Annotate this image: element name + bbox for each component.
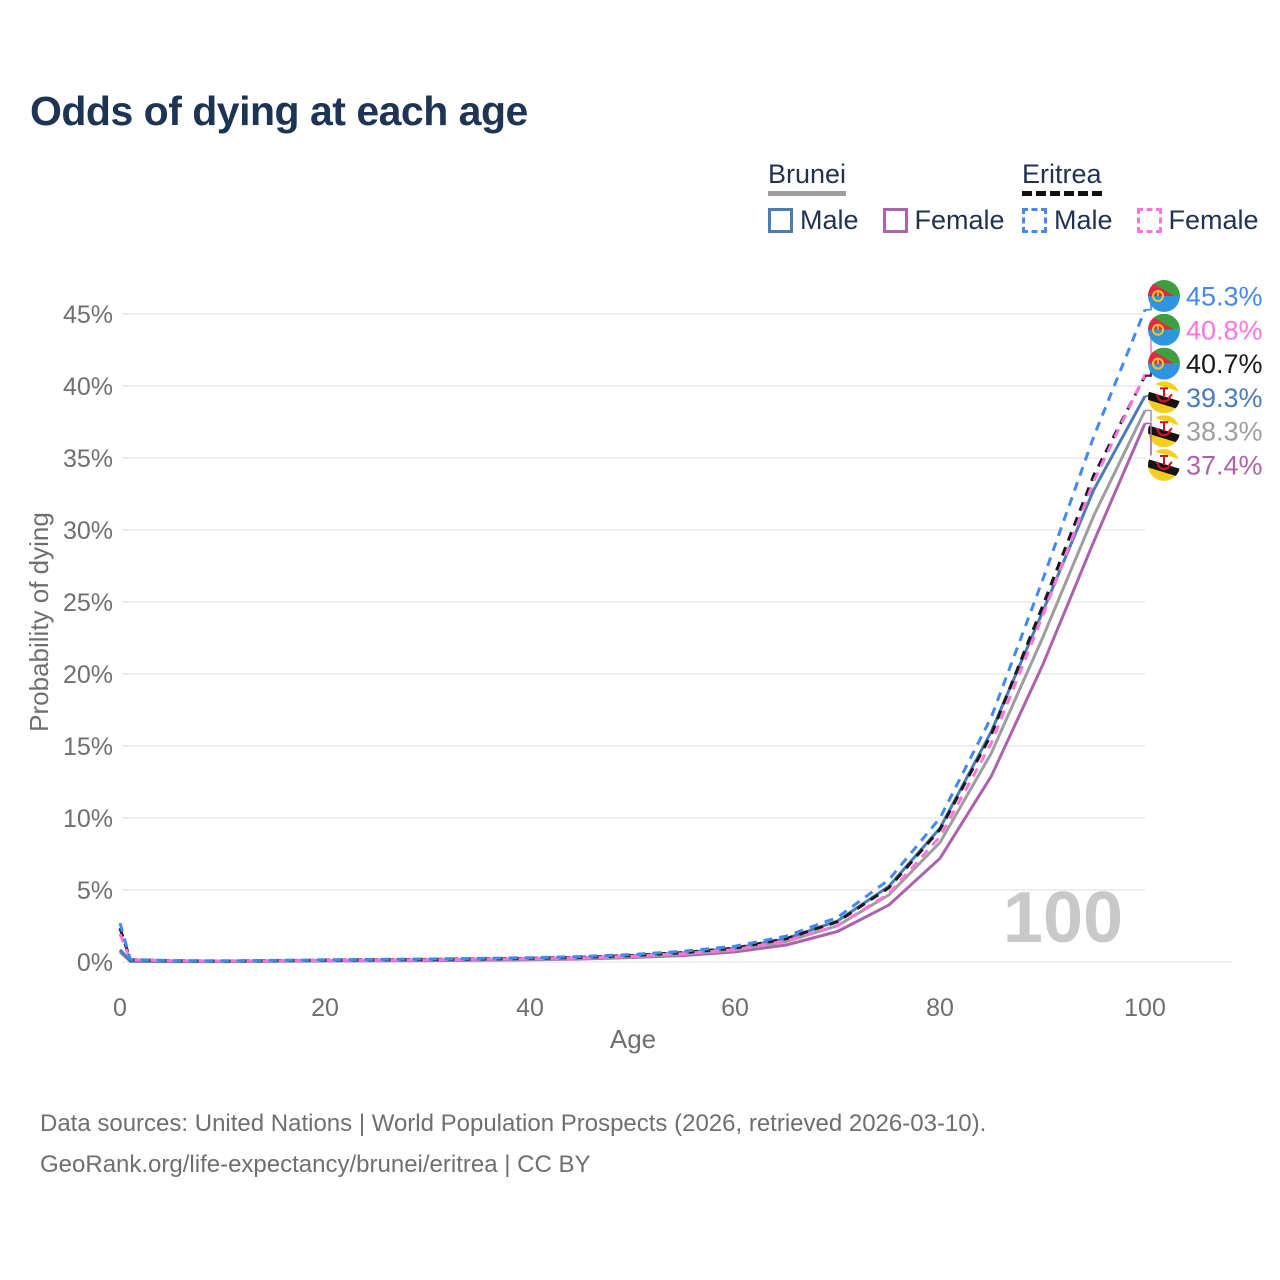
gridlines	[122, 313, 1232, 963]
legend-label-brunei-female: Female	[914, 205, 1005, 236]
brunei-flag-icon	[1148, 381, 1180, 414]
legend-label-eritrea-female: Female	[1168, 205, 1259, 236]
svg-text:40: 40	[516, 994, 544, 1022]
svg-text:80: 80	[926, 994, 954, 1022]
legend-group-title-brunei: Brunei	[768, 160, 847, 197]
legend-label-brunei-male: Male	[800, 205, 859, 236]
svg-text:60: 60	[721, 994, 749, 1022]
eritrea-flag-icon	[1148, 313, 1180, 346]
footer: Data sources: United Nations | World Pop…	[40, 1103, 986, 1185]
svg-text:15%: 15%	[63, 733, 113, 761]
brunei-flag-icon	[1148, 449, 1180, 481]
series-line-brunei-female[interactable]	[118, 422, 1147, 964]
end-label-eritrea-male[interactable]: 45.3%	[1145, 280, 1263, 312]
x-axis-ticks: 0 20 40 60 80 100	[113, 994, 1166, 1022]
svg-text:0%: 0%	[77, 949, 113, 977]
svg-text:38.3%: 38.3%	[1186, 417, 1263, 447]
series-line-brunei-male[interactable]	[118, 395, 1147, 963]
footer-data-sources: Data sources: United Nations | World Pop…	[40, 1110, 987, 1137]
svg-text:45%: 45%	[63, 301, 113, 329]
eritrea-male-swatch-icon	[1022, 208, 1047, 234]
svg-text:25%: 25%	[63, 589, 113, 617]
svg-text:100: 100	[1124, 994, 1166, 1022]
y-axis-title: Probability of dying	[24, 512, 54, 732]
series-line-eritrea-female[interactable]	[118, 373, 1147, 963]
brunei-female-swatch-icon	[882, 208, 908, 234]
svg-text:37.4%: 37.4%	[1186, 451, 1263, 481]
svg-text:39.3%: 39.3%	[1186, 383, 1263, 413]
end-label-brunei-both-sexes[interactable]: 38.3%	[1139, 409, 1263, 448]
eritrea-female-swatch-icon	[1136, 208, 1162, 234]
legend-group-brunei: Brunei Male Female	[768, 160, 1005, 236]
eritrea-flag-icon	[1148, 280, 1180, 312]
age-watermark: 100	[1003, 878, 1123, 958]
legend-items-brunei: Male Female	[768, 205, 1005, 236]
svg-text:40.8%: 40.8%	[1186, 315, 1263, 345]
eritrea-flag-icon	[1148, 347, 1180, 380]
y-axis-ticks: 0% 5% 10% 15% 20% 25% 30% 35% 40% 45%	[63, 301, 113, 977]
legend-item-brunei-female[interactable]: Female	[882, 205, 1005, 236]
legend-label-eritrea-male: Male	[1054, 205, 1113, 236]
legend-group-title-eritrea: Eritrea	[1022, 160, 1102, 197]
svg-text:5%: 5%	[77, 877, 113, 905]
end-label-brunei-female[interactable]: 37.4%	[1139, 422, 1263, 481]
series-line-eritrea-both-sexes[interactable]	[118, 375, 1147, 963]
legend-item-eritrea-female[interactable]: Female	[1136, 205, 1259, 236]
end-label-eritrea-female[interactable]: 40.8%	[1145, 313, 1263, 376]
svg-text:20: 20	[311, 994, 339, 1022]
legend-item-eritrea-male[interactable]: Male	[1022, 205, 1113, 236]
svg-text:10%: 10%	[63, 805, 113, 833]
end-label-eritrea-both-sexes[interactable]: 40.7%	[1145, 347, 1263, 380]
svg-text:40.7%: 40.7%	[1186, 349, 1263, 379]
end-label-brunei-male[interactable]: 39.3%	[1139, 381, 1263, 414]
legend-items-eritrea: Male Female	[1022, 205, 1259, 236]
svg-text:45.3%: 45.3%	[1186, 282, 1263, 312]
footer-attribution: GeoRank.org/life-expectancy/brunei/eritr…	[40, 1151, 591, 1178]
series-line-eritrea-male[interactable]	[118, 309, 1147, 963]
x-axis-title: Age	[610, 1024, 656, 1054]
page-title: Odds of dying at each age	[30, 88, 528, 134]
svg-text:40%: 40%	[63, 373, 113, 401]
legend-item-brunei-male[interactable]: Male	[768, 205, 859, 236]
brunei-flag-icon	[1148, 415, 1180, 448]
svg-text:35%: 35%	[63, 445, 113, 473]
brunei-male-swatch-icon	[768, 208, 793, 234]
svg-text:0: 0	[113, 994, 127, 1022]
legend-group-eritrea: Eritrea Male Female	[1022, 160, 1259, 236]
svg-text:30%: 30%	[63, 517, 113, 545]
series-line-brunei-both-sexes[interactable]	[118, 409, 1147, 963]
svg-text:20%: 20%	[63, 661, 113, 689]
